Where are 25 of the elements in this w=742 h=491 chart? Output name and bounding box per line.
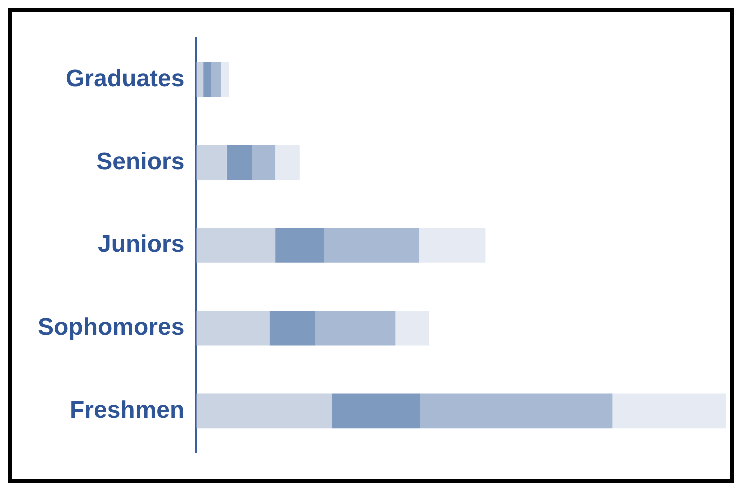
bar	[212, 62, 222, 98]
bar	[196, 310, 270, 346]
bar	[196, 394, 332, 429]
y-tick-label: Seniors	[96, 148, 185, 176]
bar	[316, 310, 396, 346]
bar	[324, 228, 420, 263]
y-tick-label: Sophomores	[38, 314, 185, 341]
bar	[196, 62, 204, 98]
bar	[276, 145, 300, 180]
bar	[276, 228, 324, 263]
bar	[196, 228, 276, 263]
bar	[226, 145, 252, 180]
bar	[221, 62, 229, 98]
y-tick-label: Juniors	[98, 231, 185, 258]
bar	[252, 145, 276, 180]
bar	[420, 394, 613, 429]
bar	[204, 62, 212, 98]
bar	[196, 145, 227, 180]
bar	[612, 394, 726, 429]
bar	[270, 310, 316, 346]
bar	[396, 310, 430, 346]
y-tick-label: Graduates	[66, 65, 185, 92]
bar	[420, 228, 486, 263]
bar	[332, 394, 420, 429]
y-tick-label: Freshmen	[70, 396, 185, 424]
